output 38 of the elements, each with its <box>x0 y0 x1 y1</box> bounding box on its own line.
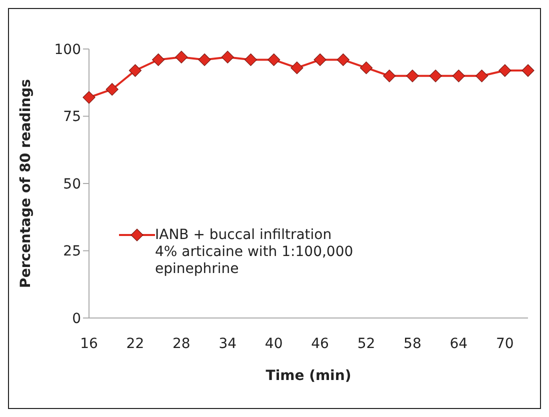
point <box>429 70 442 82</box>
x-tick-label: 40 <box>264 336 283 352</box>
x-tick-label: 64 <box>450 336 468 352</box>
x-tick-label: 70 <box>496 336 514 352</box>
point <box>498 64 512 77</box>
point <box>221 50 234 64</box>
point <box>106 83 118 96</box>
x-tick-label: 22 <box>126 336 144 352</box>
y-tick-label: 75 <box>63 109 81 126</box>
y-tick-label: 0 <box>72 310 81 327</box>
point <box>360 62 373 74</box>
point <box>128 64 142 77</box>
x-tick-label: 28 <box>172 336 190 352</box>
point <box>268 53 280 66</box>
x-tick-label: 58 <box>404 336 422 352</box>
point <box>406 70 419 82</box>
point <box>82 91 96 104</box>
point <box>290 62 304 74</box>
point <box>198 53 211 66</box>
point <box>475 70 488 82</box>
point <box>244 53 258 66</box>
x-tick-label: 52 <box>357 336 376 352</box>
x-axis-title: Time (min) <box>266 368 352 384</box>
x-tick-label: 46 <box>311 336 330 352</box>
point <box>452 70 465 82</box>
point <box>314 53 326 66</box>
y-tick-label: 50 <box>63 176 81 192</box>
point <box>152 53 165 66</box>
x-tick-label: 34 <box>218 336 237 352</box>
point <box>383 70 396 82</box>
x-tick-label: 16 <box>80 336 98 352</box>
y-tick-label: 100 <box>54 42 81 58</box>
point <box>336 53 350 66</box>
point <box>175 50 188 64</box>
y-axis-title: Percentage of 80 readings <box>18 79 34 288</box>
legend-label: IANB + buccal infiltration 4% articaine with 1:100,000 epinephrine <box>155 227 354 278</box>
y-tick-label: 25 <box>63 244 81 260</box>
point <box>522 64 534 77</box>
